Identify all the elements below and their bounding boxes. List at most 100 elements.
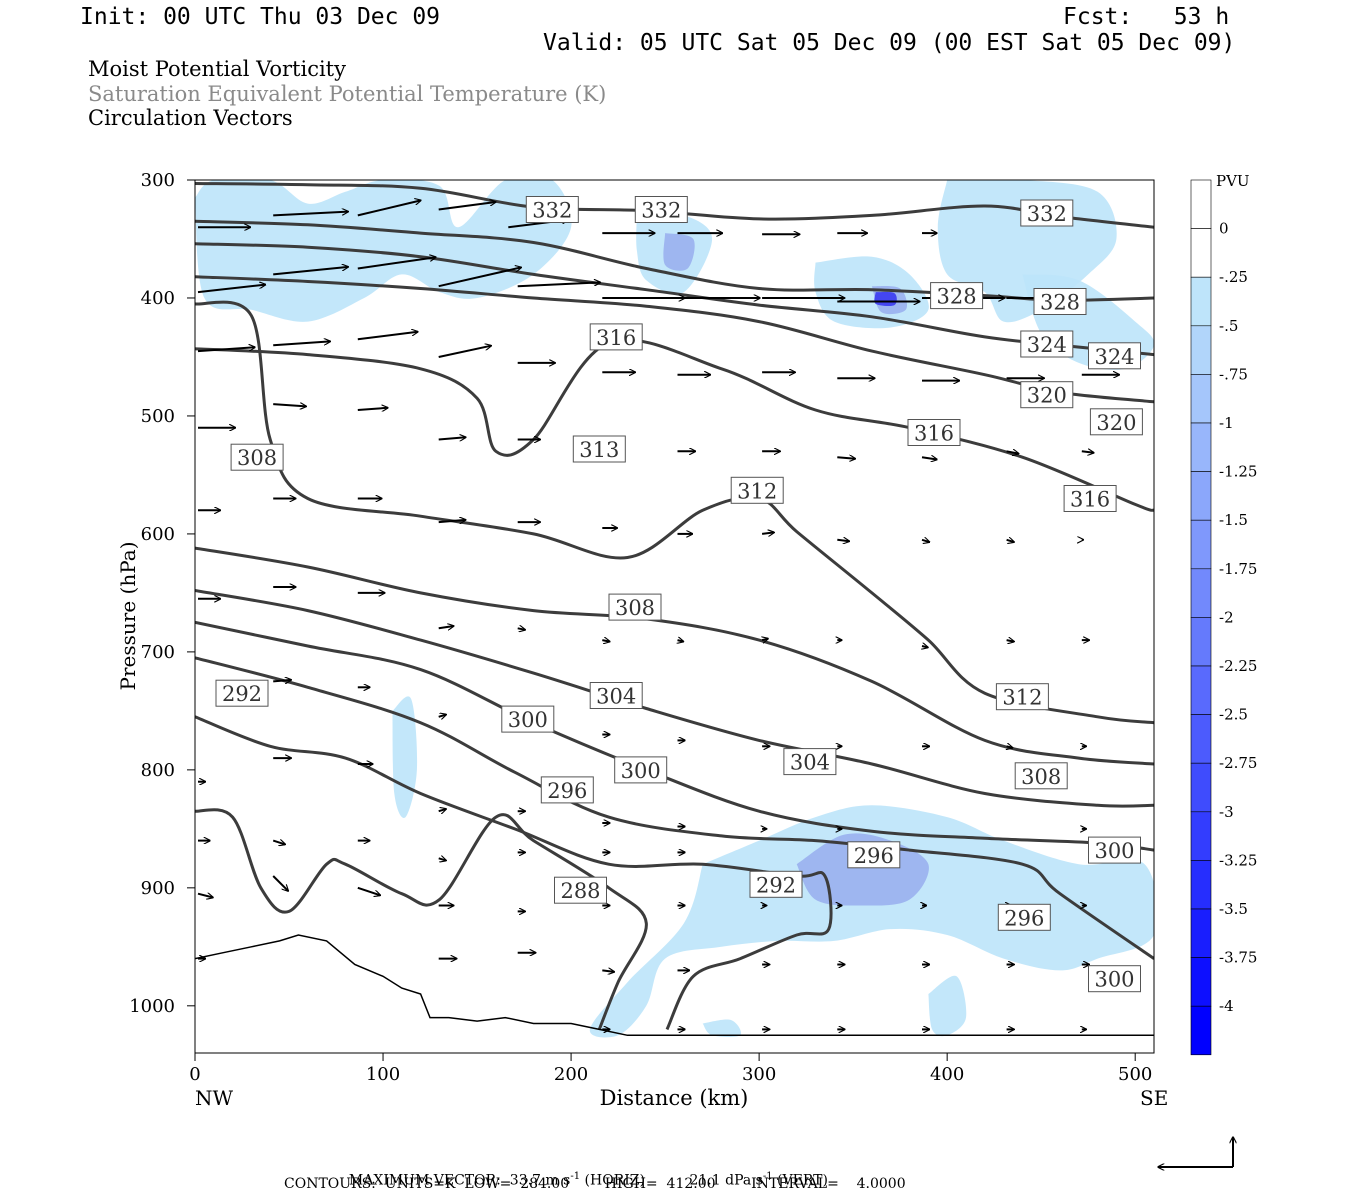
colorbar-segment [1190, 617, 1212, 667]
svg-text:328: 328 [1040, 291, 1080, 315]
circulation-vector [273, 404, 306, 406]
colorbar-segment [1190, 1005, 1212, 1056]
y-tick-label: 600 [141, 524, 175, 545]
title-theta-es: Saturation Equivalent Potential Temperat… [88, 82, 607, 106]
svg-text:312: 312 [737, 479, 777, 503]
x-tick-label: 0 [189, 1064, 200, 1085]
reference-vector [1158, 1137, 1233, 1167]
colorbar-label: -3.25 [1219, 851, 1257, 869]
svg-text:300: 300 [508, 708, 548, 732]
max-vector-label: MAXIMUM VECTOR: [348, 1172, 501, 1189]
colorbar-segment [1190, 568, 1212, 618]
y-tick-label: 700 [141, 642, 175, 663]
contour-label: 292 [749, 870, 803, 898]
horiz-exponent: -1 [570, 1171, 581, 1182]
contour-label: 300 [501, 705, 555, 733]
contour-label: 296 [540, 776, 594, 804]
circulation-vector [273, 267, 348, 276]
contour-label: 304 [589, 682, 643, 709]
contour-292 [195, 715, 833, 1031]
contour-label: 328 [930, 282, 984, 310]
colorbar-segment [1190, 276, 1212, 327]
circulation-vector [357, 886, 381, 896]
svg-text:320: 320 [1096, 411, 1136, 435]
circulation-vector [197, 285, 266, 294]
colorbar-segment [1190, 471, 1212, 521]
contour-info-line: CONTOURS: UNITS=K LOW= 284.00 HIGH= 412.… [284, 1176, 906, 1192]
contour-308 [195, 546, 1154, 766]
x-tick-label: 200 [554, 1064, 588, 1085]
circulation-vector [922, 646, 928, 648]
colorbar-segment [1190, 957, 1212, 1007]
circulation-vector [837, 457, 855, 459]
colorbar-segment [1190, 179, 1212, 229]
svg-text:316: 316 [914, 422, 954, 446]
plot-frame [194, 179, 1155, 1054]
svg-text:304: 304 [790, 751, 830, 775]
colorbar-label: -.75 [1219, 365, 1248, 383]
colorbar-label: 0 [1219, 220, 1229, 238]
contour-label: 316 [589, 323, 643, 351]
colorbar-segment [1190, 665, 1212, 715]
terrain-line [195, 934, 1154, 1037]
colorbar-label: -2.5 [1219, 706, 1248, 724]
contour-label: 312 [730, 476, 784, 504]
contour-label: 296 [847, 841, 901, 869]
contour-324 [195, 242, 1154, 357]
max-vector-line: MAXIMUM VECTOR: 33.7 m s-1 (HORIZ) 21.1 … [340, 1158, 828, 1188]
circulation-vector [1006, 451, 1019, 453]
init-time: Init: 00 UTC Thu 03 Dec 09 [80, 4, 441, 30]
colorbar-label: -1.5 [1219, 511, 1248, 529]
contour-label: 304 [783, 748, 837, 776]
colorbar-label: -3 [1219, 803, 1234, 821]
colorbar-label: -4 [1219, 997, 1234, 1015]
svg-text:296: 296 [1004, 906, 1044, 930]
svg-text:296: 296 [854, 844, 894, 868]
contour-label: 300 [614, 756, 668, 784]
contour-300 [195, 620, 1154, 852]
svg-text:320: 320 [1027, 384, 1067, 408]
terrain-profile [195, 934, 1154, 1037]
svg-text:300: 300 [1094, 839, 1134, 863]
colorbar: 0 -.25 -.5 -.75 -1 -1.25 -1.5 -1.75 -2 -2.25 -2.5 -… [1190, 179, 1257, 1056]
pv-shade-region [663, 233, 695, 271]
svg-text:304: 304 [596, 685, 636, 709]
x-tick-label: 300 [742, 1064, 776, 1085]
contour-label: 324 [1088, 342, 1141, 370]
circulation-vector [517, 282, 601, 288]
forecast-hour: Fcst: 53 h [1063, 4, 1230, 30]
circulation-vector [602, 640, 610, 642]
theta-es-contours [195, 182, 1154, 1031]
svg-text:296: 296 [547, 779, 587, 803]
contour-label: 316 [1063, 485, 1117, 512]
contour-label: 324 [1020, 330, 1074, 358]
contour-312 [195, 300, 1154, 725]
svg-text:313: 313 [579, 438, 619, 462]
y-tick-label: 1000 [129, 996, 175, 1017]
colorbar-segment [1190, 811, 1212, 861]
contour-label: 316 [907, 419, 961, 446]
contour-label: 288 [554, 876, 607, 904]
colorbar-label: -1 [1219, 414, 1234, 432]
circulation-vector [517, 628, 526, 630]
contour-label: 308 [608, 593, 662, 621]
colorbar-label: -.5 [1219, 317, 1238, 335]
svg-text:312: 312 [1002, 686, 1042, 710]
svg-text:288: 288 [560, 879, 600, 903]
svg-text:308: 308 [237, 446, 277, 470]
x-tick-label: 100 [366, 1064, 400, 1085]
circulation-vectors [197, 200, 1119, 1029]
svg-text:292: 292 [222, 682, 262, 706]
circulation-vector [1006, 640, 1015, 642]
axes: 0 100 200 300 400 500 300 400 500 600 700 800 900 100… [129, 170, 1152, 1085]
colorbar-segment [1190, 762, 1212, 813]
vert-exponent: -1 [762, 1171, 773, 1182]
colorbar-label: -2.75 [1219, 754, 1257, 772]
circulation-vector [438, 809, 447, 811]
title-vectors: Circulation Vectors [88, 106, 293, 130]
pv-shade-region [928, 975, 967, 1037]
circulation-vector [438, 858, 447, 860]
circulation-vector [438, 715, 447, 717]
contour-label: 292 [215, 679, 269, 707]
colorbar-label: -.25 [1219, 268, 1248, 286]
